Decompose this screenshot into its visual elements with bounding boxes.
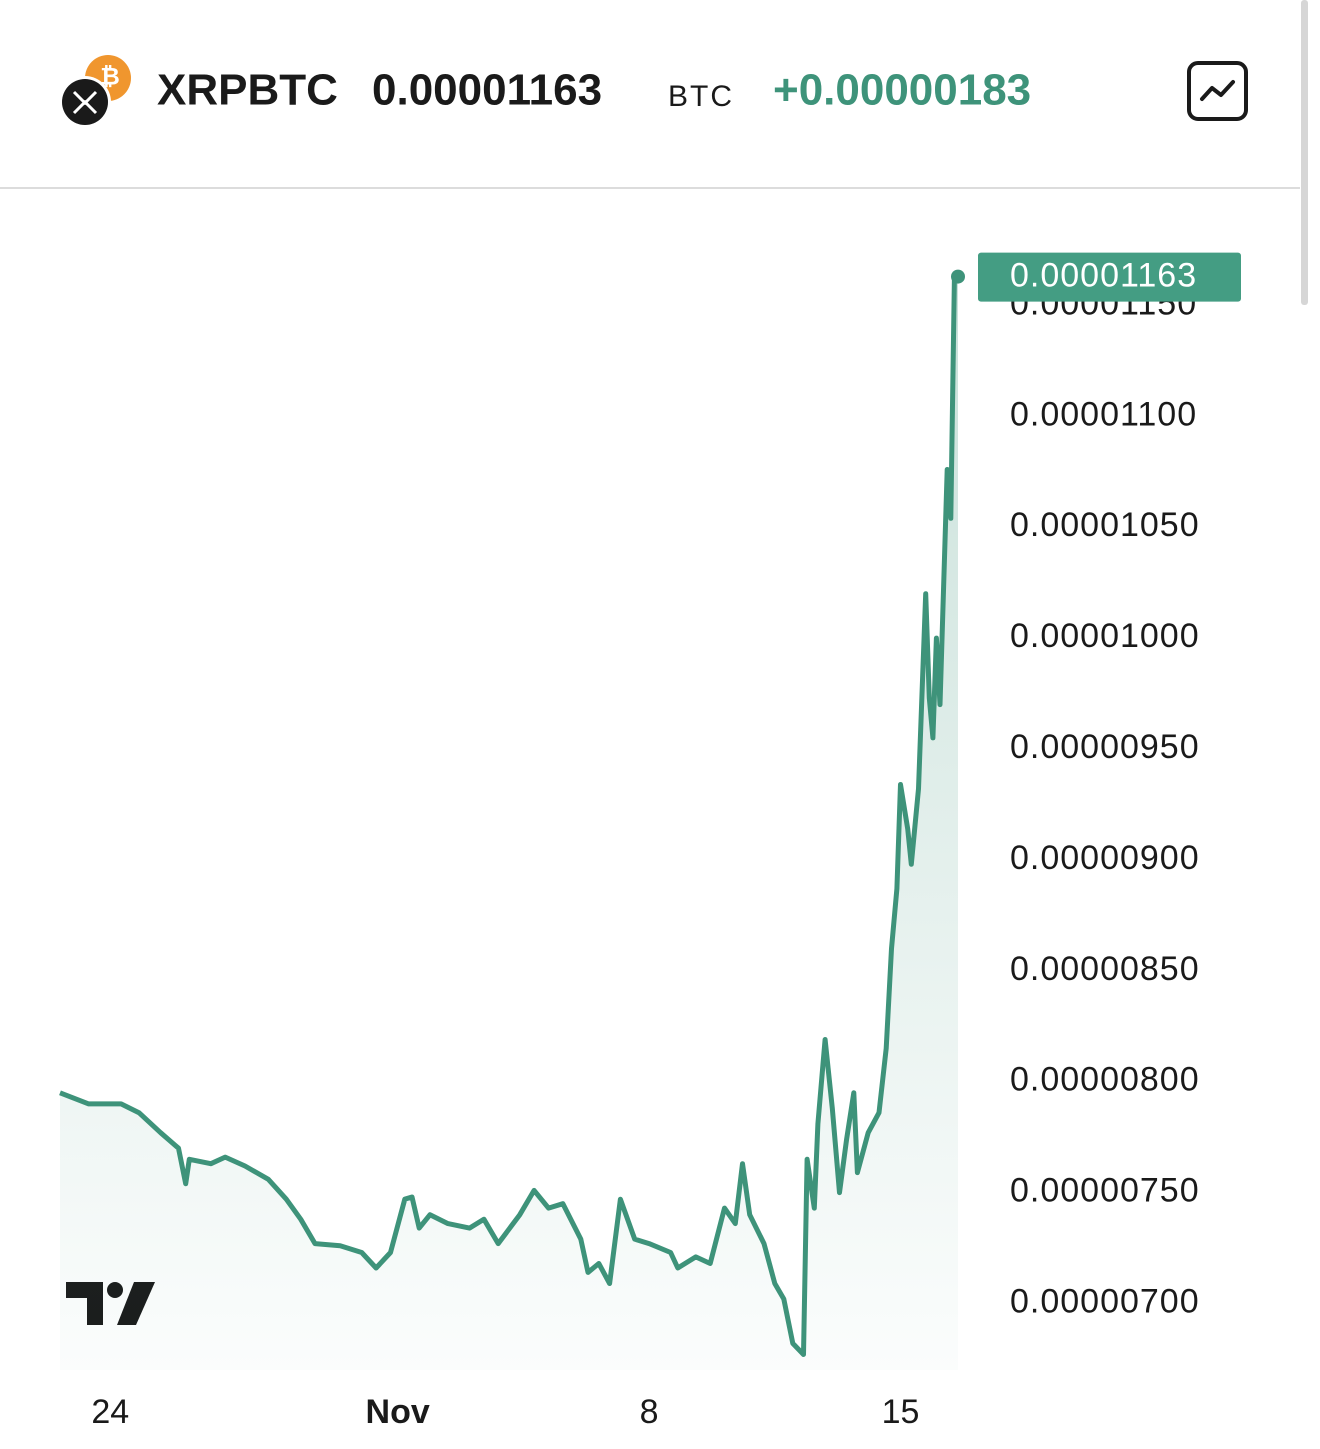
y-tick-label: 0.00001050 [1010, 506, 1200, 544]
x-tick-label: Nov [366, 1393, 430, 1431]
last-price-tag [978, 252, 1241, 302]
coin-icon: ₿ [59, 55, 131, 128]
y-tick-label: 0.00001000 [1010, 617, 1200, 655]
price-unit: BTC [668, 80, 734, 113]
x-tick-label: 8 [640, 1393, 659, 1431]
y-tick-label: 0.00000900 [1010, 839, 1200, 877]
price-change: +0.00000183 [773, 66, 1031, 115]
y-tick-label: 0.00001100 [1010, 395, 1197, 433]
scrollbar [1301, 0, 1308, 305]
svg-text:₿: ₿ [100, 63, 120, 90]
symbol: XRPBTC [157, 66, 338, 115]
x-tick-label: 15 [882, 1393, 920, 1431]
y-tick-label: 0.00000800 [1010, 1061, 1200, 1099]
area-fill [60, 276, 958, 1371]
y-tick-label: 0.00000950 [1010, 728, 1200, 766]
y-tick-label: 0.00000700 [1010, 1282, 1200, 1320]
x-tick-label: 24 [91, 1393, 129, 1431]
y-tick-label: 0.00000850 [1010, 950, 1200, 988]
price: 0.00001163 [372, 66, 602, 115]
y-tick-label: 0.00000750 [1010, 1172, 1200, 1210]
chart-type-button[interactable] [1187, 61, 1248, 121]
price-line [59, 274, 960, 1357]
last-point [951, 269, 965, 284]
last-price-label: 0.00001163 [1010, 257, 1197, 295]
